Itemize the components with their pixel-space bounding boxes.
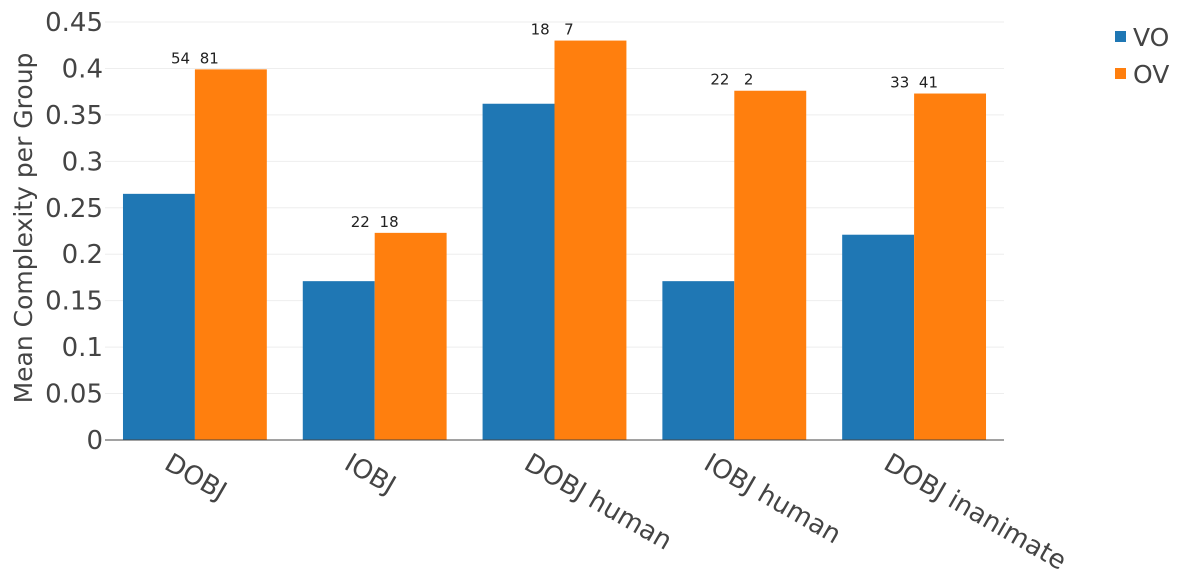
count-label: 33 xyxy=(890,74,909,92)
y-tick-label: 0.3 xyxy=(62,147,103,177)
x-ticks: DOBJ IOBJ DOBJ human IOBJ human DOBJ inanima… xyxy=(159,448,1071,577)
count-label: 18 xyxy=(380,213,399,231)
bar-vo xyxy=(483,104,555,440)
count-label: 81 xyxy=(200,49,219,67)
bar-vo xyxy=(303,281,375,440)
count-label: 2 xyxy=(744,71,754,89)
y-tick-label: 0.35 xyxy=(45,101,103,131)
bar-ov xyxy=(914,94,986,440)
x-tick-label: DOBJ xyxy=(159,448,231,507)
legend-label: OV xyxy=(1133,60,1169,89)
bar-ov xyxy=(734,91,806,440)
y-tick-label: 0.2 xyxy=(62,240,103,270)
legend-swatch xyxy=(1115,68,1126,79)
x-tick-label: DOBJ human xyxy=(519,448,677,556)
y-tick-label: 0.45 xyxy=(45,8,103,38)
count-label: 18 xyxy=(531,21,550,39)
bars xyxy=(123,41,986,440)
bar-ov xyxy=(375,233,447,440)
x-tick-label: IOBJ xyxy=(339,448,400,501)
y-tick-label: 0.1 xyxy=(62,333,103,363)
count-label: 7 xyxy=(564,21,574,39)
count-label: 22 xyxy=(710,71,729,89)
y-tick-label: 0.15 xyxy=(45,287,103,317)
bar-ov xyxy=(555,41,627,440)
y-tick-label: 0 xyxy=(86,426,103,456)
count-label: 54 xyxy=(171,49,190,67)
count-label: 41 xyxy=(919,74,938,92)
y-ticks: 0 0.05 0.1 0.15 0.2 0.25 0.3 0.35 0.4 0.45 xyxy=(45,8,103,456)
y-tick-label: 0.25 xyxy=(45,194,103,224)
x-tick-label: IOBJ human xyxy=(699,448,846,550)
y-tick-label: 0.05 xyxy=(45,380,103,410)
y-tick-label: 0.4 xyxy=(62,54,103,84)
bar-vo xyxy=(123,194,195,440)
bar-vo xyxy=(662,281,734,440)
x-tick-label: DOBJ inanimate xyxy=(879,448,1072,577)
legend-label: VO xyxy=(1133,23,1169,52)
legend-swatch xyxy=(1115,31,1126,42)
legend: VO OV xyxy=(1115,23,1169,89)
y-axis-label: Mean Complexity per Group xyxy=(9,53,38,404)
bar-vo xyxy=(842,235,914,440)
count-label: 22 xyxy=(351,213,370,231)
bar-ov xyxy=(195,69,267,440)
